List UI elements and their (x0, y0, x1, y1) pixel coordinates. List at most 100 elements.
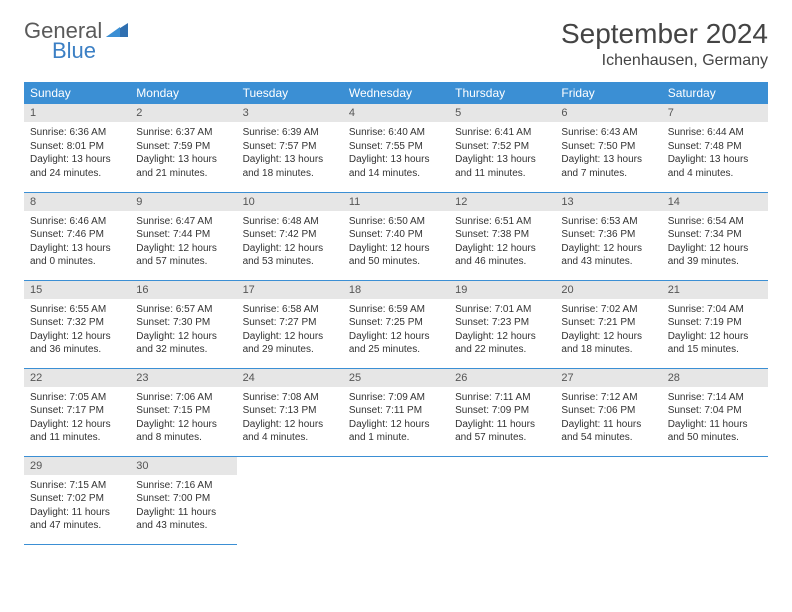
day-body: Sunrise: 7:02 AMSunset: 7:21 PMDaylight:… (555, 299, 661, 363)
day-body: Sunrise: 6:50 AMSunset: 7:40 PMDaylight:… (343, 211, 449, 275)
sunrise-text: Sunrise: 6:46 AM (30, 215, 124, 229)
day-number: 17 (237, 281, 343, 299)
day-cell: 18Sunrise: 6:59 AMSunset: 7:25 PMDayligh… (343, 280, 449, 368)
sunset-text: Sunset: 7:19 PM (668, 316, 762, 330)
day-body: Sunrise: 7:08 AMSunset: 7:13 PMDaylight:… (237, 387, 343, 451)
sunset-text: Sunset: 7:15 PM (136, 404, 230, 418)
day-header: Thursday (449, 82, 555, 104)
sunset-text: Sunset: 7:36 PM (561, 228, 655, 242)
daylight-text: Daylight: 13 hours and 24 minutes. (30, 153, 124, 180)
day-cell: 8Sunrise: 6:46 AMSunset: 7:46 PMDaylight… (24, 192, 130, 280)
day-number: 18 (343, 281, 449, 299)
day-body: Sunrise: 6:39 AMSunset: 7:57 PMDaylight:… (237, 122, 343, 186)
week-row: 8Sunrise: 6:46 AMSunset: 7:46 PMDaylight… (24, 192, 768, 280)
sunset-text: Sunset: 7:52 PM (455, 140, 549, 154)
daylight-text: Daylight: 12 hours and 1 minute. (349, 418, 443, 445)
sunset-text: Sunset: 7:27 PM (243, 316, 337, 330)
sunrise-text: Sunrise: 7:12 AM (561, 391, 655, 405)
sunrise-text: Sunrise: 7:04 AM (668, 303, 762, 317)
sunset-text: Sunset: 7:06 PM (561, 404, 655, 418)
sunrise-text: Sunrise: 6:47 AM (136, 215, 230, 229)
day-body: Sunrise: 6:53 AMSunset: 7:36 PMDaylight:… (555, 211, 661, 275)
day-header: Wednesday (343, 82, 449, 104)
sunrise-text: Sunrise: 6:44 AM (668, 126, 762, 140)
sunrise-text: Sunrise: 7:16 AM (136, 479, 230, 493)
daylight-text: Daylight: 12 hours and 15 minutes. (668, 330, 762, 357)
day-number: 23 (130, 369, 236, 387)
day-body: Sunrise: 6:46 AMSunset: 7:46 PMDaylight:… (24, 211, 130, 275)
day-body: Sunrise: 6:36 AMSunset: 8:01 PMDaylight:… (24, 122, 130, 186)
day-cell: 12Sunrise: 6:51 AMSunset: 7:38 PMDayligh… (449, 192, 555, 280)
sunset-text: Sunset: 7:02 PM (30, 492, 124, 506)
day-number: 14 (662, 193, 768, 211)
day-cell: 22Sunrise: 7:05 AMSunset: 7:17 PMDayligh… (24, 368, 130, 456)
daylight-text: Daylight: 12 hours and 57 minutes. (136, 242, 230, 269)
day-header: Monday (130, 82, 236, 104)
sunset-text: Sunset: 7:44 PM (136, 228, 230, 242)
sunrise-text: Sunrise: 6:37 AM (136, 126, 230, 140)
sunset-text: Sunset: 7:57 PM (243, 140, 337, 154)
sunrise-text: Sunrise: 6:58 AM (243, 303, 337, 317)
daylight-text: Daylight: 11 hours and 47 minutes. (30, 506, 124, 533)
sunrise-text: Sunrise: 6:40 AM (349, 126, 443, 140)
day-number: 8 (24, 193, 130, 211)
day-body: Sunrise: 6:41 AMSunset: 7:52 PMDaylight:… (449, 122, 555, 186)
day-cell: 13Sunrise: 6:53 AMSunset: 7:36 PMDayligh… (555, 192, 661, 280)
daylight-text: Daylight: 12 hours and 39 minutes. (668, 242, 762, 269)
sunset-text: Sunset: 7:11 PM (349, 404, 443, 418)
daylight-text: Daylight: 11 hours and 43 minutes. (136, 506, 230, 533)
sunrise-text: Sunrise: 7:05 AM (30, 391, 124, 405)
day-header: Sunday (24, 82, 130, 104)
logo-blue-line: Blue (24, 38, 96, 64)
day-cell: 14Sunrise: 6:54 AMSunset: 7:34 PMDayligh… (662, 192, 768, 280)
daylight-text: Daylight: 12 hours and 46 minutes. (455, 242, 549, 269)
week-row: 22Sunrise: 7:05 AMSunset: 7:17 PMDayligh… (24, 368, 768, 456)
sunrise-text: Sunrise: 7:01 AM (455, 303, 549, 317)
daylight-text: Daylight: 12 hours and 32 minutes. (136, 330, 230, 357)
sunrise-text: Sunrise: 7:02 AM (561, 303, 655, 317)
day-number: 16 (130, 281, 236, 299)
day-cell: 20Sunrise: 7:02 AMSunset: 7:21 PMDayligh… (555, 280, 661, 368)
daylight-text: Daylight: 12 hours and 18 minutes. (561, 330, 655, 357)
day-body: Sunrise: 6:44 AMSunset: 7:48 PMDaylight:… (662, 122, 768, 186)
daylight-text: Daylight: 13 hours and 0 minutes. (30, 242, 124, 269)
sunrise-text: Sunrise: 6:43 AM (561, 126, 655, 140)
day-cell: 11Sunrise: 6:50 AMSunset: 7:40 PMDayligh… (343, 192, 449, 280)
day-body: Sunrise: 7:14 AMSunset: 7:04 PMDaylight:… (662, 387, 768, 451)
day-body: Sunrise: 7:04 AMSunset: 7:19 PMDaylight:… (662, 299, 768, 363)
day-number: 24 (237, 369, 343, 387)
sunrise-text: Sunrise: 7:06 AM (136, 391, 230, 405)
sunset-text: Sunset: 7:09 PM (455, 404, 549, 418)
day-body: Sunrise: 7:15 AMSunset: 7:02 PMDaylight:… (24, 475, 130, 539)
sunrise-text: Sunrise: 6:39 AM (243, 126, 337, 140)
day-body: Sunrise: 6:40 AMSunset: 7:55 PMDaylight:… (343, 122, 449, 186)
sunset-text: Sunset: 7:48 PM (668, 140, 762, 154)
day-cell: 3Sunrise: 6:39 AMSunset: 7:57 PMDaylight… (237, 104, 343, 192)
sunrise-text: Sunrise: 7:11 AM (455, 391, 549, 405)
day-number: 1 (24, 104, 130, 122)
daylight-text: Daylight: 12 hours and 25 minutes. (349, 330, 443, 357)
daylight-text: Daylight: 13 hours and 4 minutes. (668, 153, 762, 180)
sunrise-text: Sunrise: 6:50 AM (349, 215, 443, 229)
empty-cell (555, 456, 661, 544)
day-number: 5 (449, 104, 555, 122)
daylight-text: Daylight: 11 hours and 57 minutes. (455, 418, 549, 445)
daylight-text: Daylight: 12 hours and 53 minutes. (243, 242, 337, 269)
sunset-text: Sunset: 7:46 PM (30, 228, 124, 242)
daylight-text: Daylight: 12 hours and 4 minutes. (243, 418, 337, 445)
day-number: 7 (662, 104, 768, 122)
sunset-text: Sunset: 7:17 PM (30, 404, 124, 418)
month-title: September 2024 (561, 18, 768, 50)
daylight-text: Daylight: 13 hours and 21 minutes. (136, 153, 230, 180)
daylight-text: Daylight: 11 hours and 50 minutes. (668, 418, 762, 445)
day-body: Sunrise: 6:54 AMSunset: 7:34 PMDaylight:… (662, 211, 768, 275)
sunrise-text: Sunrise: 6:57 AM (136, 303, 230, 317)
day-cell: 16Sunrise: 6:57 AMSunset: 7:30 PMDayligh… (130, 280, 236, 368)
day-cell: 23Sunrise: 7:06 AMSunset: 7:15 PMDayligh… (130, 368, 236, 456)
title-block: September 2024 Ichenhausen, Germany (561, 18, 768, 70)
day-body: Sunrise: 7:05 AMSunset: 7:17 PMDaylight:… (24, 387, 130, 451)
day-body: Sunrise: 6:51 AMSunset: 7:38 PMDaylight:… (449, 211, 555, 275)
day-number: 29 (24, 457, 130, 475)
day-cell: 27Sunrise: 7:12 AMSunset: 7:06 PMDayligh… (555, 368, 661, 456)
day-body: Sunrise: 7:01 AMSunset: 7:23 PMDaylight:… (449, 299, 555, 363)
